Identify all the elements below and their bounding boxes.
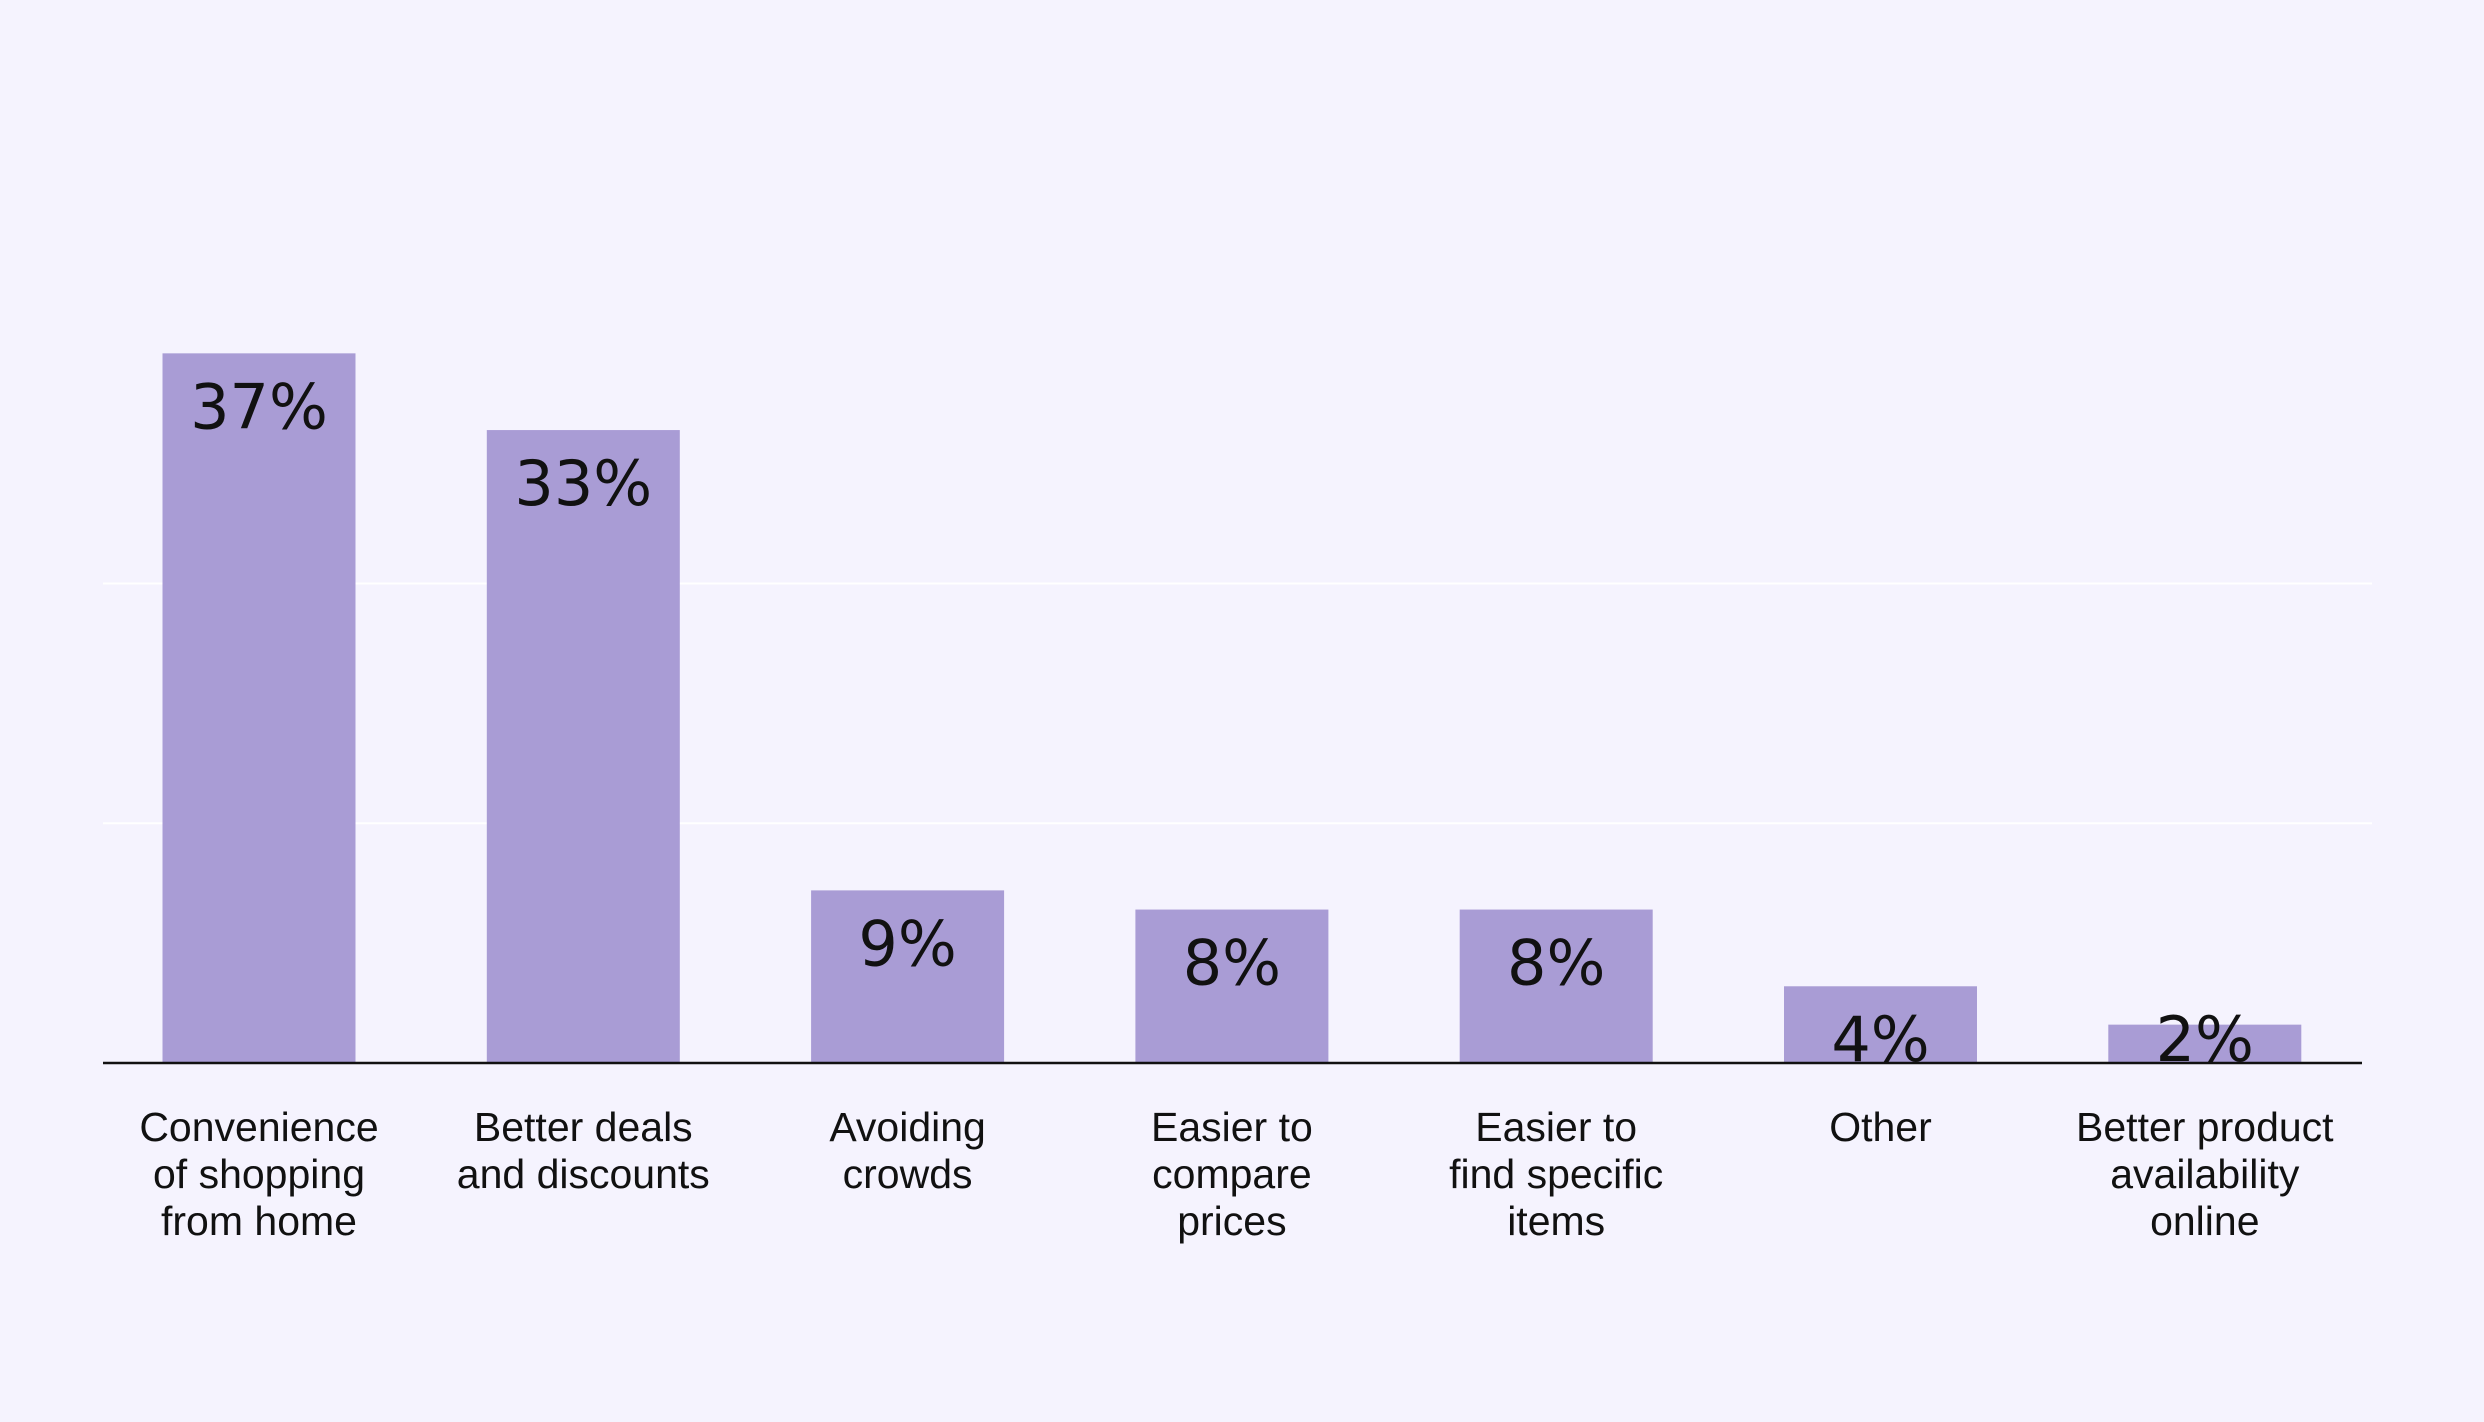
bar-6 — [2108, 1024, 2302, 1063]
category-label-line: Convenience — [139, 1104, 378, 1150]
gridlines — [103, 582, 2372, 825]
bar-1 — [486, 430, 680, 1063]
category-label-line: prices — [1177, 1198, 1286, 1244]
category-labels: Convenience of shopping from home Better de… — [139, 1104, 2334, 1244]
bar-2 — [811, 890, 1005, 1063]
bar-value-label-0: 37% — [190, 370, 328, 443]
category-label-line: find specific — [1449, 1151, 1663, 1197]
category-label-0: Convenience of shopping from home — [139, 1104, 378, 1244]
bar-value-label-3: 8% — [1183, 927, 1281, 1000]
category-label-4: Easier to find specific items — [1449, 1104, 1663, 1244]
bar-value-label-5: 4% — [1831, 1003, 1929, 1076]
bars — [162, 353, 2302, 1064]
bar-0 — [162, 353, 356, 1064]
category-label-line: from home — [161, 1198, 357, 1244]
category-label-line: Better product — [2076, 1104, 2334, 1150]
category-label-line: items — [1507, 1198, 1605, 1244]
bar-value-label-4: 8% — [1507, 927, 1605, 1000]
bar-value-label-1: 33% — [514, 447, 652, 520]
bar-value-label-6: 2% — [2156, 1003, 2254, 1076]
category-label-line: crowds — [843, 1151, 973, 1197]
category-label-line: Better deals — [474, 1104, 693, 1150]
category-label-line: and discounts — [457, 1151, 710, 1197]
category-label-line: Easier to — [1475, 1104, 1637, 1150]
bar-3 — [1135, 909, 1329, 1063]
bar-4 — [1459, 909, 1653, 1063]
category-label-2: Avoiding crowds — [829, 1104, 986, 1197]
category-label-line: of shopping — [153, 1151, 365, 1197]
category-label-line: compare — [1152, 1151, 1312, 1197]
category-label-line: online — [2150, 1198, 2259, 1244]
bar-value-label-2: 9% — [858, 907, 956, 980]
category-label-line: Easier to — [1151, 1104, 1313, 1150]
category-label-3: Easier to compare prices — [1151, 1104, 1313, 1244]
category-label-line: availability — [2110, 1151, 2300, 1197]
category-label-line: Other — [1829, 1104, 1932, 1150]
category-label-1: Better deals and discounts — [457, 1104, 710, 1197]
category-label-6: Better product availability online — [2076, 1104, 2334, 1244]
category-label-line: Avoiding — [829, 1104, 986, 1150]
category-label-5: Other — [1829, 1104, 1932, 1150]
bar-5 — [1784, 986, 1977, 1063]
